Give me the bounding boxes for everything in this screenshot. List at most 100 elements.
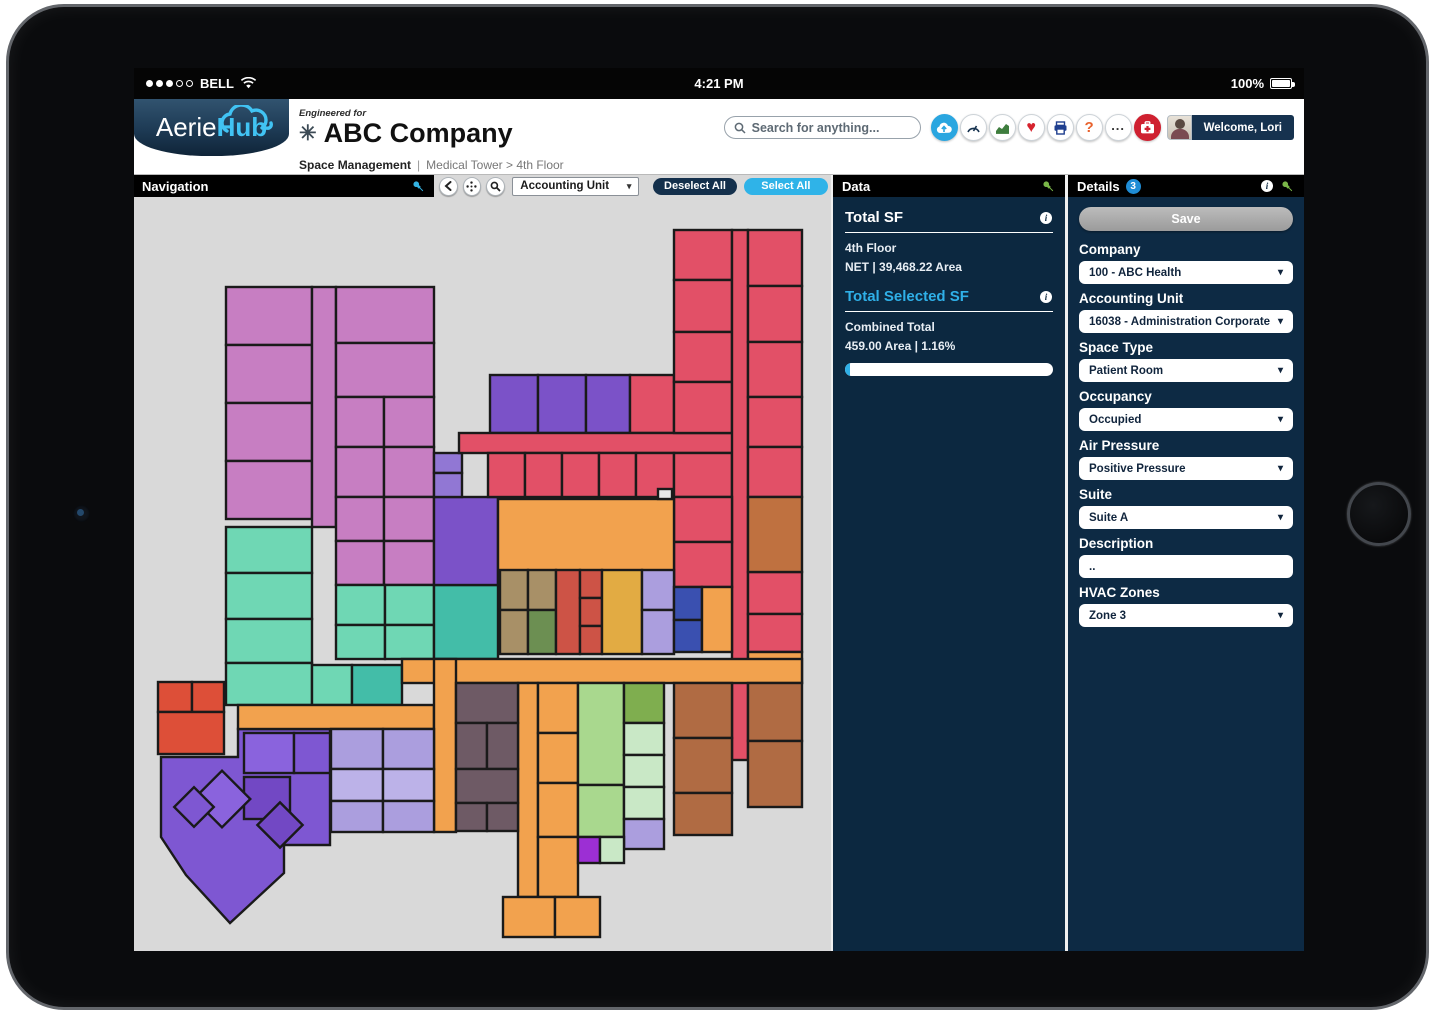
more-button[interactable]: ... (1104, 114, 1132, 141)
room[interactable] (292, 731, 332, 775)
room[interactable] (746, 340, 804, 399)
save-button[interactable]: Save (1079, 207, 1293, 231)
breadcrumb-section[interactable]: Space Management (299, 158, 412, 172)
room[interactable] (598, 835, 626, 865)
room[interactable] (329, 727, 385, 771)
room[interactable] (672, 380, 734, 435)
room[interactable] (640, 608, 676, 656)
room[interactable] (576, 783, 626, 839)
room[interactable] (597, 451, 638, 499)
room[interactable] (457, 431, 736, 455)
room[interactable] (255, 800, 305, 850)
recenter-button[interactable] (462, 176, 482, 196)
room[interactable] (672, 618, 704, 654)
room[interactable] (746, 739, 804, 809)
room[interactable] (382, 539, 436, 587)
room[interactable] (486, 451, 527, 499)
favorites-button[interactable]: ♥ (1017, 114, 1045, 141)
room[interactable] (746, 445, 804, 499)
room[interactable] (156, 710, 226, 756)
room[interactable] (334, 395, 386, 449)
pin-icon[interactable] (411, 179, 426, 194)
room[interactable] (432, 583, 500, 661)
room[interactable] (656, 487, 674, 501)
room[interactable] (672, 228, 734, 282)
room[interactable] (622, 785, 666, 821)
floorplan-svg[interactable] (134, 197, 831, 951)
room[interactable] (382, 445, 436, 499)
room[interactable] (381, 799, 436, 834)
room[interactable] (746, 681, 804, 743)
deselect-all-button[interactable]: Deselect All (653, 177, 737, 195)
room[interactable] (746, 495, 804, 574)
room[interactable] (334, 583, 387, 627)
room[interactable] (310, 663, 354, 707)
room[interactable] (536, 373, 588, 435)
room[interactable] (485, 721, 520, 771)
field-select[interactable]: Zone 3 ▾ (1079, 604, 1293, 627)
room[interactable] (578, 596, 604, 628)
room[interactable] (190, 680, 226, 714)
print-button[interactable] (1046, 114, 1074, 141)
room[interactable] (746, 612, 804, 654)
room[interactable] (172, 785, 216, 829)
room[interactable] (746, 570, 804, 616)
cloud-upload-button[interactable] (930, 114, 958, 141)
field-input[interactable]: .. (1079, 555, 1293, 578)
room[interactable] (576, 835, 602, 865)
room[interactable] (584, 373, 632, 435)
room[interactable] (454, 721, 489, 771)
room[interactable] (432, 471, 464, 499)
dashboard-button[interactable] (959, 114, 987, 141)
room[interactable] (628, 373, 676, 435)
emergency-button[interactable] (1133, 114, 1161, 141)
room[interactable] (334, 623, 387, 661)
room[interactable] (554, 568, 582, 656)
info-icon[interactable]: i (1260, 179, 1274, 193)
home-button[interactable] (1347, 482, 1411, 546)
room[interactable] (622, 753, 666, 789)
room[interactable] (622, 721, 666, 757)
room[interactable] (526, 608, 558, 656)
room[interactable] (242, 731, 296, 775)
room[interactable] (516, 681, 540, 899)
room[interactable] (672, 681, 734, 740)
user-menu[interactable]: Welcome, Lori (1166, 115, 1294, 140)
room[interactable] (578, 568, 604, 600)
room[interactable] (622, 817, 666, 851)
room[interactable] (700, 585, 734, 654)
room[interactable] (432, 451, 464, 475)
room[interactable] (498, 608, 530, 656)
room[interactable] (536, 835, 580, 899)
room[interactable] (553, 895, 602, 939)
room[interactable] (334, 285, 436, 345)
room[interactable] (672, 540, 734, 589)
room[interactable] (224, 285, 314, 347)
room[interactable] (536, 681, 580, 735)
room[interactable] (329, 767, 385, 803)
room[interactable] (381, 767, 436, 803)
room[interactable] (383, 583, 436, 627)
room[interactable] (746, 395, 804, 449)
room[interactable] (672, 791, 734, 837)
room[interactable] (600, 568, 644, 656)
room[interactable] (498, 568, 530, 612)
field-select[interactable]: Occupied ▾ (1079, 408, 1293, 431)
panel-divider[interactable] (1065, 175, 1068, 951)
room[interactable] (224, 617, 314, 665)
room[interactable] (640, 568, 676, 612)
search-input[interactable]: Search for anything... (723, 116, 921, 139)
field-select[interactable]: Suite A ▾ (1079, 506, 1293, 529)
room[interactable] (236, 703, 436, 731)
help-button[interactable]: ? (1075, 114, 1103, 141)
room[interactable] (381, 727, 436, 771)
room[interactable] (310, 285, 338, 529)
room[interactable] (672, 585, 704, 622)
field-select[interactable]: Positive Pressure ▾ (1079, 457, 1293, 480)
info-icon[interactable]: i (1039, 290, 1053, 304)
pin-icon[interactable] (1041, 179, 1056, 194)
room[interactable] (156, 680, 194, 714)
reports-button[interactable] (988, 114, 1016, 141)
back-button[interactable] (438, 176, 458, 196)
room[interactable] (432, 657, 458, 834)
